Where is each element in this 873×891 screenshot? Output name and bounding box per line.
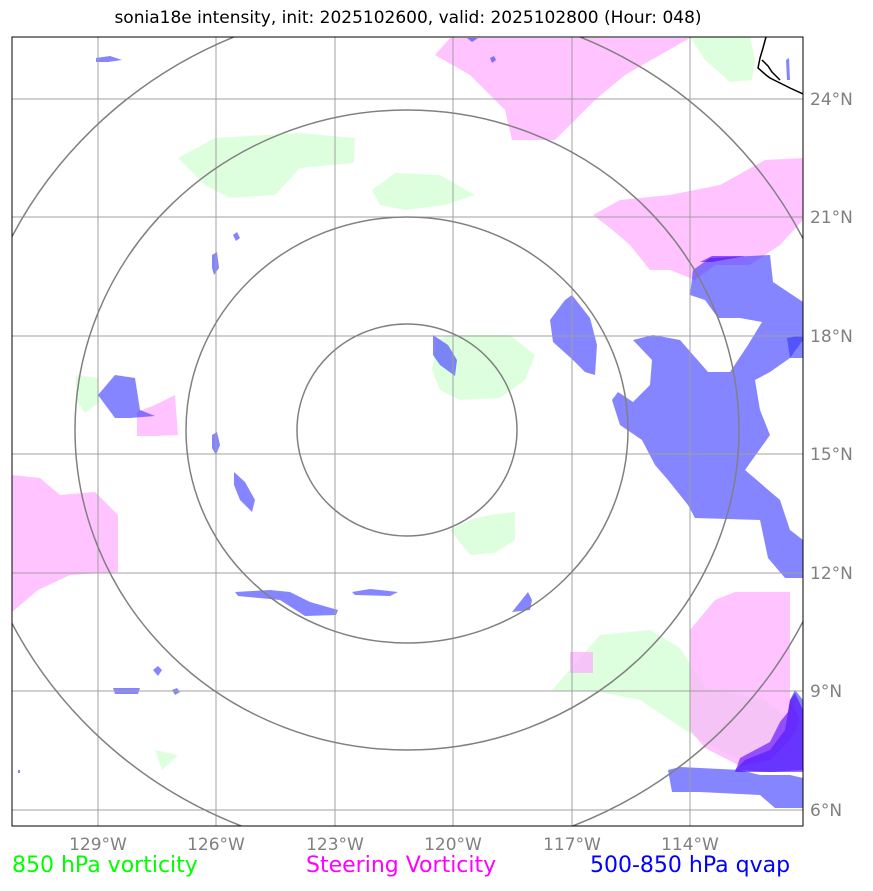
longitude-labels: 129°W 126°W 123°W 120°W 117°W 114°W	[69, 835, 719, 855]
range-rings	[12, 37, 803, 826]
lon-tick-114w: 114°W	[661, 835, 719, 855]
graticule	[12, 37, 803, 826]
lat-tick-18n: 18°N	[810, 327, 853, 347]
qvap-overlap-layer	[700, 256, 803, 772]
lat-tick-15n: 15°N	[810, 445, 853, 465]
coastline	[757, 37, 803, 95]
legend-steering-vorticity: Steering Vorticity	[306, 853, 497, 878]
lon-tick-129w: 129°W	[69, 835, 127, 855]
map-frame	[11, 36, 804, 827]
legend-qvap: 500-850 hPa qvap	[590, 853, 791, 878]
lat-tick-9n: 9°N	[810, 682, 842, 702]
lat-tick-6n: 6°N	[810, 801, 842, 821]
lon-tick-117w: 117°W	[543, 835, 601, 855]
lat-tick-24n: 24°N	[810, 90, 853, 110]
map-title: sonia18e intensity, init: 2025102600, va…	[114, 8, 702, 28]
lat-tick-21n: 21°N	[810, 208, 853, 228]
lon-tick-123w: 123°W	[306, 835, 364, 855]
lon-tick-126w: 126°W	[187, 835, 245, 855]
lat-tick-12n: 12°N	[810, 564, 853, 584]
latitude-labels: 24°N 21°N 18°N 15°N 12°N 9°N 6°N	[810, 90, 853, 821]
steering-vorticity-layer	[12, 38, 803, 766]
lon-tick-120w: 120°W	[424, 835, 482, 855]
legend-850-vorticity: 850 hPa vorticity	[12, 853, 198, 878]
